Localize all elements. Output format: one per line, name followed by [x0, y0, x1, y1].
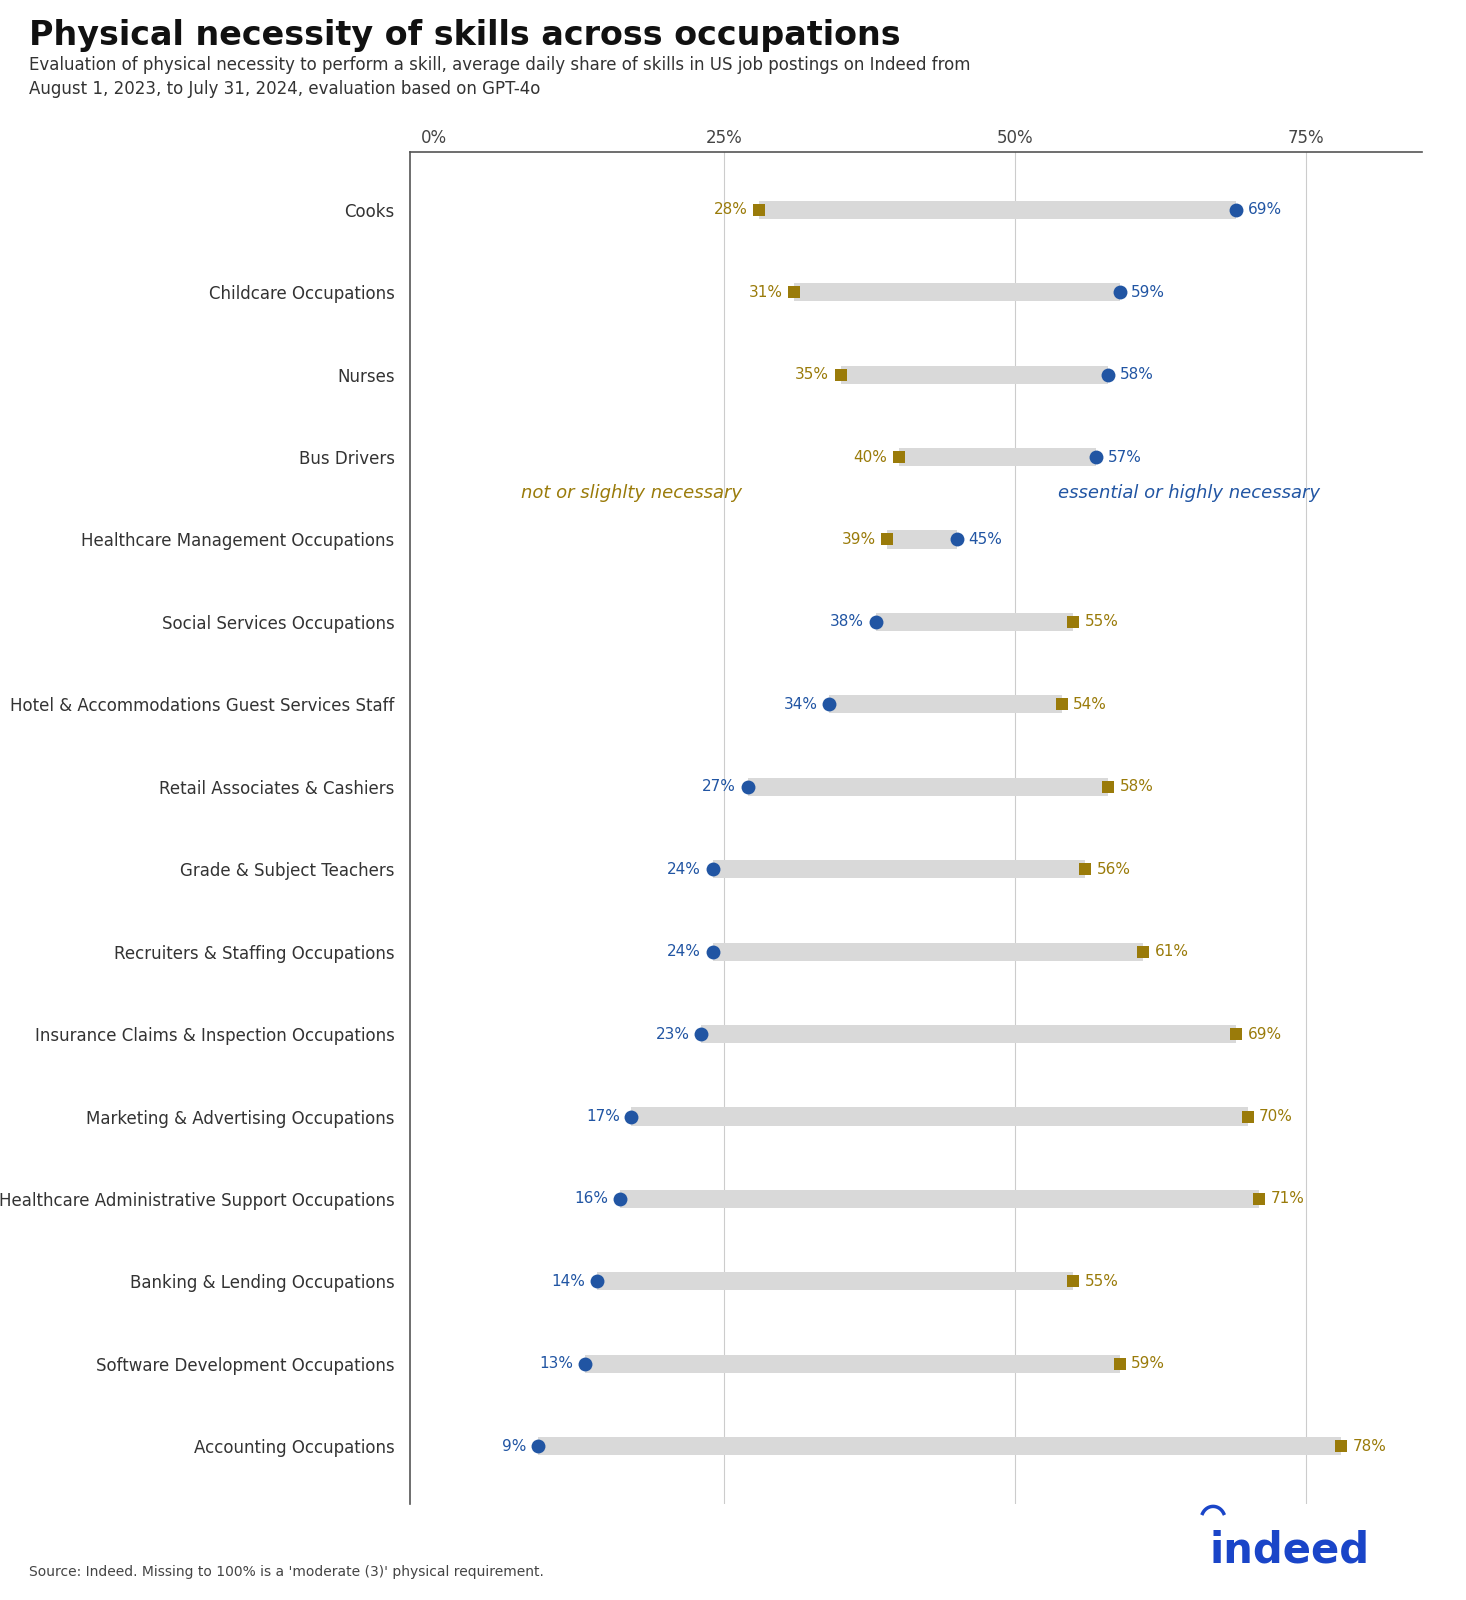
Text: 14%: 14% [551, 1274, 585, 1290]
Bar [795, 283, 1120, 301]
Text: 54%: 54% [1073, 698, 1107, 712]
Text: 34%: 34% [783, 698, 818, 712]
Text: essential or highly necessary: essential or highly necessary [1058, 485, 1321, 502]
Text: 58%: 58% [1120, 779, 1154, 794]
Text: 27%: 27% [702, 779, 736, 794]
Text: 23%: 23% [655, 1027, 689, 1042]
Text: 28%: 28% [714, 202, 748, 218]
Bar [840, 365, 1108, 384]
Text: 59%: 59% [1132, 1357, 1165, 1371]
Text: 13%: 13% [539, 1357, 573, 1371]
Text: indeed: indeed [1209, 1530, 1369, 1571]
Bar [830, 696, 1061, 714]
Text: 39%: 39% [841, 531, 875, 547]
Text: 16%: 16% [575, 1192, 608, 1206]
Text: 38%: 38% [830, 614, 863, 629]
Bar [538, 1437, 1340, 1456]
Text: 31%: 31% [749, 285, 783, 299]
Text: 45%: 45% [969, 531, 1003, 547]
Bar [620, 1190, 1259, 1208]
Text: 55%: 55% [1085, 614, 1119, 629]
Text: 57%: 57% [1108, 450, 1142, 464]
Bar [712, 942, 1143, 960]
Text: 78%: 78% [1352, 1438, 1387, 1454]
Text: 61%: 61% [1155, 944, 1189, 958]
Text: 40%: 40% [853, 450, 887, 464]
Text: 71%: 71% [1271, 1192, 1305, 1206]
Text: 24%: 24% [667, 862, 701, 877]
Text: not or slighlty necessary: not or slighlty necessary [520, 485, 742, 502]
Text: 58%: 58% [1120, 366, 1154, 382]
Bar [701, 1026, 1236, 1043]
Bar [875, 613, 1073, 630]
Bar [597, 1272, 1073, 1291]
Text: 9%: 9% [503, 1438, 526, 1454]
Bar [759, 200, 1236, 219]
Text: Source: Indeed. Missing to 100% is a 'moderate (3)' physical requirement.: Source: Indeed. Missing to 100% is a 'mo… [29, 1565, 544, 1579]
Bar [887, 530, 957, 549]
Text: 55%: 55% [1085, 1274, 1119, 1290]
Text: 56%: 56% [1097, 862, 1130, 877]
Text: 69%: 69% [1248, 1027, 1281, 1042]
Text: 24%: 24% [667, 944, 701, 958]
Text: 17%: 17% [586, 1109, 620, 1125]
Bar [712, 861, 1085, 878]
Text: 59%: 59% [1132, 285, 1165, 299]
Text: 70%: 70% [1259, 1109, 1293, 1125]
Bar [632, 1107, 1248, 1126]
Text: Evaluation of physical necessity to perform a skill, average daily share of skil: Evaluation of physical necessity to perf… [29, 56, 970, 98]
Text: 69%: 69% [1248, 202, 1281, 218]
Bar [899, 448, 1097, 466]
Text: Physical necessity of skills across occupations: Physical necessity of skills across occu… [29, 19, 902, 53]
Text: 35%: 35% [795, 366, 830, 382]
Bar [748, 778, 1108, 795]
Bar [585, 1355, 1120, 1373]
